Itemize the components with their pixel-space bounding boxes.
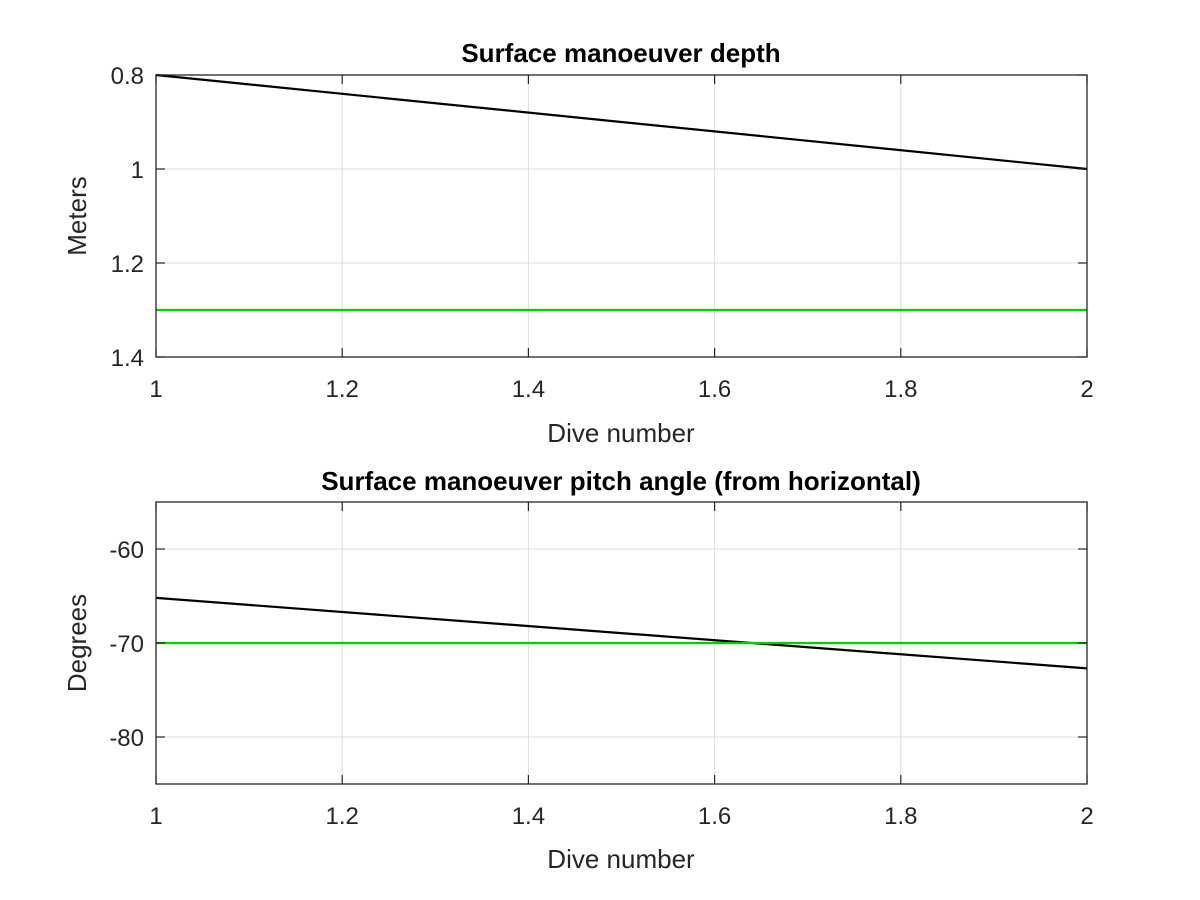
x-tick-label: 1.4: [512, 376, 545, 403]
x-tick-label: 1.6: [698, 803, 731, 830]
series-line-0: [155, 596, 1088, 670]
series-layer: [155, 73, 1088, 312]
x-tick-label: 1: [149, 803, 162, 830]
x-axis-label: Dive number: [547, 418, 695, 448]
chart-title: Surface manoeuver pitch angle (from hori…: [321, 466, 921, 496]
plot-frame: [155, 74, 1088, 358]
y-tick-label: -80: [109, 725, 144, 752]
depth-chart: Surface manoeuver depth 1 1.2 1.4 1.6 1.8 2 0.…: [62, 38, 1094, 448]
ticks: 1 1.2 1.4 1.6 1.8 2 -80 -70 -60: [109, 502, 1094, 830]
y-tick-label: 0.8: [111, 63, 144, 90]
y-tick-label: 1.4: [111, 345, 144, 372]
series-line-0: [155, 73, 1088, 171]
x-tick-label: 1.4: [512, 803, 545, 830]
x-tick-label: 1.2: [326, 803, 359, 830]
plot-area: [156, 75, 1087, 357]
x-tick-label: 1.2: [326, 376, 359, 403]
series-layer: [155, 596, 1088, 670]
ticks: 1 1.2 1.4 1.6 1.8 2 0.8 1 1.2 1.4: [111, 63, 1094, 403]
y-tick-label: 1: [131, 157, 144, 184]
x-tick-label: 1: [149, 376, 162, 403]
chart-title: Surface manoeuver depth: [461, 38, 780, 68]
x-tick-label: 1.8: [884, 803, 917, 830]
y-tick-label: -60: [109, 537, 144, 564]
x-tick-label: 1.6: [698, 376, 731, 403]
x-axis-label: Dive number: [547, 844, 695, 874]
pitch-chart: Surface manoeuver pitch angle (from hori…: [62, 466, 1094, 874]
x-tick-label: 2: [1080, 803, 1093, 830]
y-tick-label: -70: [109, 631, 144, 658]
x-tick-label: 2: [1080, 376, 1093, 403]
y-tick-label: 1.2: [111, 251, 144, 278]
y-axis-label: Degrees: [62, 594, 92, 692]
y-axis-label: Meters: [62, 176, 92, 255]
x-tick-label: 1.8: [884, 376, 917, 403]
